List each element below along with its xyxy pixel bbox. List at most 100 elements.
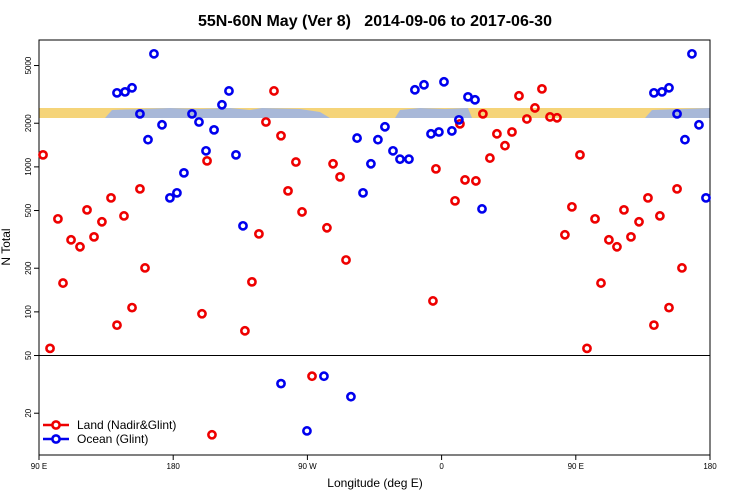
point bbox=[82, 204, 92, 215]
point bbox=[626, 231, 636, 242]
legend-label: Ocean (Glint) bbox=[77, 432, 148, 446]
x-tick-label: 90 W bbox=[298, 462, 317, 471]
point bbox=[283, 185, 293, 196]
point bbox=[165, 192, 175, 203]
point bbox=[247, 276, 257, 287]
x-tick-label: 90 E bbox=[568, 462, 584, 471]
point bbox=[328, 158, 338, 169]
y-tick-label: 200 bbox=[24, 261, 33, 275]
point bbox=[687, 48, 697, 59]
point bbox=[680, 134, 690, 145]
point bbox=[643, 192, 653, 203]
plot-frame bbox=[38, 39, 711, 456]
point bbox=[492, 128, 502, 139]
point bbox=[120, 86, 130, 97]
point bbox=[677, 263, 687, 273]
point bbox=[179, 167, 189, 178]
x-tick-label: 0 bbox=[439, 462, 444, 471]
point bbox=[460, 175, 470, 185]
point bbox=[439, 76, 449, 87]
point bbox=[217, 99, 227, 110]
point bbox=[395, 154, 405, 165]
point bbox=[701, 192, 711, 203]
point bbox=[209, 124, 219, 135]
point bbox=[89, 231, 99, 242]
point bbox=[45, 343, 55, 354]
point bbox=[194, 117, 204, 127]
point bbox=[485, 153, 495, 163]
x-tick-label: 180 bbox=[703, 462, 717, 471]
point bbox=[224, 86, 234, 96]
point bbox=[664, 302, 674, 313]
point bbox=[172, 187, 182, 198]
point bbox=[410, 84, 420, 95]
point bbox=[297, 207, 307, 217]
point bbox=[552, 112, 562, 123]
y-tick-label: 5000 bbox=[24, 56, 33, 74]
point bbox=[135, 108, 145, 119]
chart-title: 55N-60N May (Ver 8) 2014-09-06 to 2017-0… bbox=[198, 13, 552, 30]
point bbox=[106, 192, 116, 203]
point bbox=[404, 154, 414, 165]
point bbox=[157, 119, 167, 130]
y-tick-label: 50 bbox=[24, 351, 33, 360]
point bbox=[530, 103, 540, 113]
point bbox=[590, 213, 600, 224]
legend-marker bbox=[51, 434, 61, 444]
point bbox=[143, 134, 153, 145]
point bbox=[302, 426, 312, 436]
point bbox=[207, 429, 217, 440]
point bbox=[358, 187, 368, 198]
point bbox=[450, 195, 460, 206]
point bbox=[112, 320, 122, 331]
point bbox=[319, 371, 329, 382]
point bbox=[53, 213, 63, 224]
point bbox=[470, 176, 481, 186]
point bbox=[341, 255, 351, 265]
point bbox=[201, 145, 211, 156]
point bbox=[567, 201, 577, 212]
point bbox=[240, 325, 250, 336]
point bbox=[470, 94, 480, 105]
point bbox=[575, 149, 585, 160]
point bbox=[478, 108, 488, 119]
point bbox=[521, 114, 532, 124]
point bbox=[446, 126, 457, 136]
point bbox=[66, 234, 76, 245]
point bbox=[352, 133, 362, 143]
point bbox=[434, 127, 444, 137]
x-tick-label: 90 E bbox=[31, 462, 47, 471]
point bbox=[426, 128, 436, 139]
legend-label: Land (Nadir&Glint) bbox=[77, 418, 176, 432]
point bbox=[560, 229, 570, 240]
point bbox=[664, 82, 674, 93]
point bbox=[231, 149, 241, 160]
point bbox=[140, 263, 150, 273]
point bbox=[514, 90, 524, 101]
point bbox=[649, 320, 659, 331]
point bbox=[269, 86, 279, 96]
point bbox=[75, 241, 85, 252]
point bbox=[322, 222, 332, 233]
point bbox=[58, 278, 68, 288]
point bbox=[346, 391, 356, 402]
map-band bbox=[39, 108, 710, 118]
point bbox=[694, 119, 704, 130]
point bbox=[307, 371, 317, 382]
point bbox=[612, 241, 622, 252]
point bbox=[149, 48, 159, 59]
point bbox=[657, 86, 667, 97]
point bbox=[596, 278, 606, 288]
point bbox=[619, 204, 629, 215]
y-tick-label: 100 bbox=[24, 305, 33, 319]
point bbox=[649, 87, 659, 98]
point bbox=[254, 228, 264, 239]
y-axis-label: N Total bbox=[0, 228, 13, 265]
legend-marker bbox=[51, 420, 61, 430]
point bbox=[261, 117, 271, 127]
point bbox=[654, 211, 665, 221]
point bbox=[380, 121, 390, 132]
point bbox=[38, 149, 48, 160]
